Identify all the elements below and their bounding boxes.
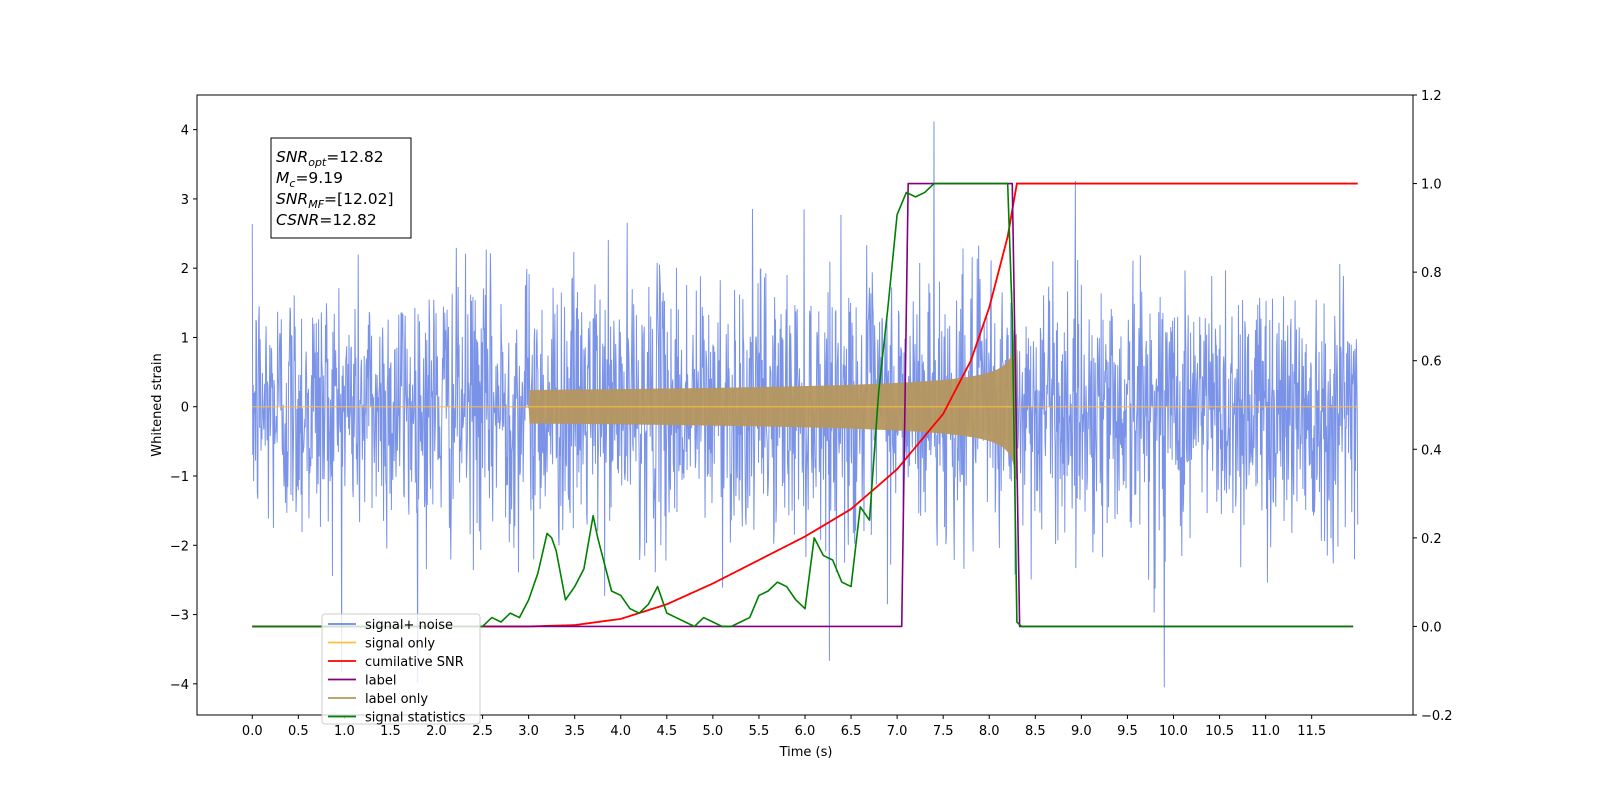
y-tick-label: −1 <box>170 470 189 485</box>
x-tick-label: 11.5 <box>1297 724 1326 739</box>
series-layer <box>251 121 1359 688</box>
y-axis-ticks: 4 3 2 1 0 −1 −2 −3 −4 <box>170 124 197 693</box>
annotation-line: SNRopt=12.82 <box>276 148 384 169</box>
annotation-line: Mc=9.19 <box>276 169 343 190</box>
x-tick-label: 8.0 <box>979 724 1000 739</box>
legend-label: signal+ noise <box>365 618 453 633</box>
y2-tick-label: 0.0 <box>1421 620 1442 635</box>
x-tick-label: 7.0 <box>887 724 908 739</box>
y-tick-label: −4 <box>170 678 189 693</box>
y-axis-label: Whitened strain <box>150 353 165 456</box>
y2-tick-label: 1.0 <box>1421 178 1442 193</box>
x-tick-label: 4.5 <box>656 724 677 739</box>
x-tick-label: 6.5 <box>841 724 862 739</box>
x-axis-ticks: 0.0 0.5 1.0 1.5 2.0 2.5 3.0 3.5 4.0 4.5 5.0 5.5 6.0 6… <box>242 715 1326 739</box>
x-tick-label: 1.0 <box>334 724 355 739</box>
x-tick-label: 2.0 <box>426 724 447 739</box>
x-tick-label: 7.5 <box>933 724 954 739</box>
x-tick-label: 10.5 <box>1205 724 1234 739</box>
x-tick-label: 2.5 <box>472 724 493 739</box>
legend-label: signal statistics <box>365 711 466 726</box>
x-tick-label: 0.0 <box>242 724 263 739</box>
x-tick-label: 8.5 <box>1025 724 1046 739</box>
x-tick-label: 5.5 <box>749 724 770 739</box>
x-tick-label: 9.5 <box>1117 724 1138 739</box>
legend: signal+ noise signal only cumilative SNR la… <box>321 613 481 726</box>
annotation-line: SNRMF=[12.02] <box>276 190 394 211</box>
x-tick-label: 5.0 <box>703 724 724 739</box>
y2-axis-ticks: 1.2 1.0 0.8 0.6 0.4 0.2 0.0 −0.2 <box>1413 89 1453 724</box>
y-tick-label: 3 <box>181 193 189 208</box>
x-tick-label: 6.0 <box>795 724 816 739</box>
x-tick-label: 10.0 <box>1159 724 1188 739</box>
annotation-box: SNRopt=12.82Mc=9.19SNRMF=[12.02]CSNR=12.… <box>270 137 412 239</box>
annotation-frame <box>270 137 412 239</box>
legend-label: label <box>365 674 396 689</box>
y-tick-label: −2 <box>170 539 189 554</box>
y-tick-label: 2 <box>181 262 189 277</box>
legend-label: label only <box>365 692 428 707</box>
y-tick-label: 4 <box>181 124 189 139</box>
legend-frame <box>321 613 481 725</box>
x-tick-label: 1.5 <box>380 724 401 739</box>
legend-label: signal only <box>365 637 435 652</box>
y-tick-label: −3 <box>170 609 189 624</box>
x-axis-label: Time (s) <box>779 745 833 760</box>
y2-tick-label: −0.2 <box>1421 709 1453 724</box>
x-tick-label: 0.5 <box>288 724 309 739</box>
y2-tick-label: 0.2 <box>1421 532 1442 547</box>
y-tick-label: 0 <box>181 401 189 416</box>
annotation-line: CSNR=12.82 <box>276 211 377 229</box>
series-cumulative-snr-line <box>252 182 1358 628</box>
x-tick-label: 3.0 <box>518 724 539 739</box>
y2-tick-label: 0.8 <box>1421 266 1442 281</box>
x-tick-label: 9.0 <box>1071 724 1092 739</box>
x-tick-label: 11.0 <box>1251 724 1280 739</box>
series-signal-noise-line <box>251 121 1359 688</box>
series-signal-statistics-line <box>252 182 1354 628</box>
y2-tick-label: 0.6 <box>1421 355 1442 370</box>
x-tick-label: 4.0 <box>610 724 631 739</box>
x-tick-label: 3.5 <box>564 724 585 739</box>
y2-tick-label: 1.2 <box>1421 89 1442 104</box>
legend-label: cumilative SNR <box>365 655 464 670</box>
y2-tick-label: 0.4 <box>1421 443 1442 458</box>
y-tick-label: 1 <box>181 331 189 346</box>
